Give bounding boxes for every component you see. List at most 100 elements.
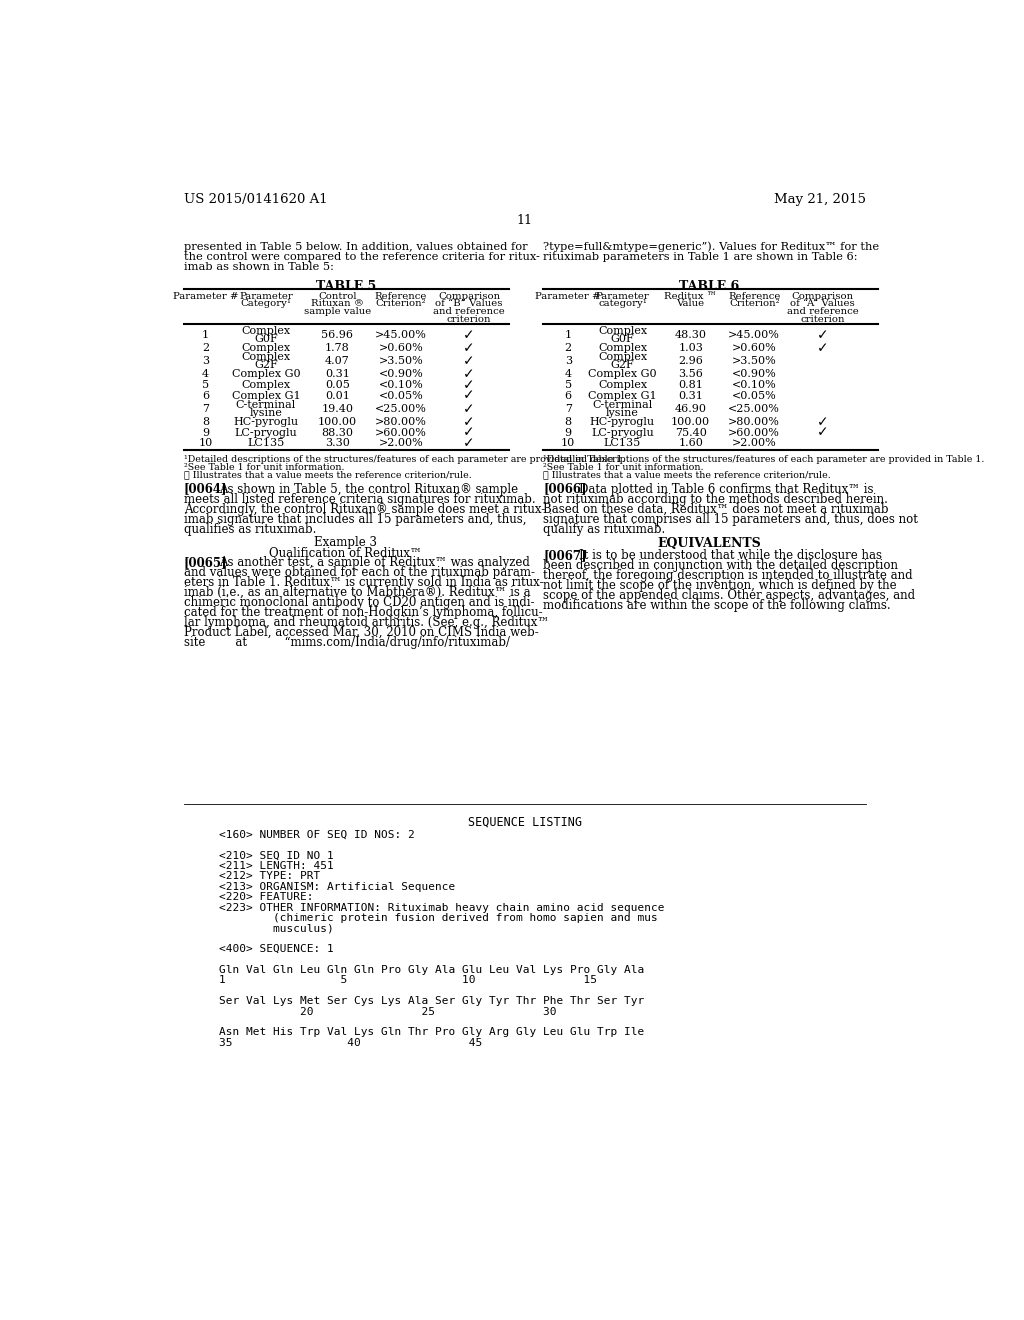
Text: 10: 10 bbox=[561, 438, 575, 449]
Text: not limit the scope of the invention, which is defined by the: not limit the scope of the invention, wh… bbox=[544, 579, 897, 591]
Text: of “A” Values: of “A” Values bbox=[791, 300, 855, 309]
Text: <210> SEQ ID NO 1: <210> SEQ ID NO 1 bbox=[219, 850, 334, 861]
Text: imab as shown in Table 5:: imab as shown in Table 5: bbox=[183, 263, 334, 272]
Text: 1                 5                 10                15: 1 5 10 15 bbox=[219, 975, 597, 985]
Text: May 21, 2015: May 21, 2015 bbox=[774, 193, 866, 206]
Text: 2: 2 bbox=[202, 343, 209, 352]
Text: Example 3: Example 3 bbox=[314, 536, 377, 549]
Text: category¹: category¹ bbox=[598, 300, 647, 309]
Text: ²See Table 1 for unit information.: ²See Table 1 for unit information. bbox=[544, 462, 703, 471]
Text: 0.01: 0.01 bbox=[325, 391, 349, 400]
Text: 1: 1 bbox=[202, 330, 209, 339]
Text: G2F: G2F bbox=[610, 360, 634, 370]
Text: Ser Val Lys Met Ser Cys Lys Ala Ser Gly Tyr Thr Phe Thr Ser Tyr: Ser Val Lys Met Ser Cys Lys Ala Ser Gly … bbox=[219, 997, 645, 1006]
Text: <0.90%: <0.90% bbox=[379, 370, 423, 379]
Text: 3: 3 bbox=[564, 356, 571, 366]
Text: <211> LENGTH: 451: <211> LENGTH: 451 bbox=[219, 861, 334, 871]
Text: eters in Table 1. Reditux™ is currently sold in India as ritux-: eters in Table 1. Reditux™ is currently … bbox=[183, 576, 544, 589]
Text: ¹Detailed descriptions of the structures/features of each parameter are provided: ¹Detailed descriptions of the structures… bbox=[183, 455, 626, 463]
Text: lar lymphoma, and rheumatoid arthritis. (See, e.g., Reditux™: lar lymphoma, and rheumatoid arthritis. … bbox=[183, 615, 549, 628]
Text: Complex: Complex bbox=[242, 326, 291, 335]
Text: Parameter: Parameter bbox=[596, 292, 649, 301]
Text: Control: Control bbox=[318, 292, 356, 301]
Text: [0064]: [0064] bbox=[183, 483, 227, 495]
Text: Complex: Complex bbox=[242, 380, 291, 389]
Text: not rituximab according to the methods described herein.: not rituximab according to the methods d… bbox=[544, 492, 888, 506]
Text: ✓: ✓ bbox=[463, 341, 475, 355]
Text: [0067]: [0067] bbox=[544, 549, 587, 562]
Text: >60.00%: >60.00% bbox=[375, 428, 427, 437]
Text: 48.30: 48.30 bbox=[675, 330, 707, 339]
Text: been described in conjunction with the detailed description: been described in conjunction with the d… bbox=[544, 558, 898, 572]
Text: qualify as rituximab.: qualify as rituximab. bbox=[544, 523, 666, 536]
Text: >0.60%: >0.60% bbox=[379, 343, 423, 352]
Text: ✓: ✓ bbox=[463, 425, 475, 440]
Text: C-terminal: C-terminal bbox=[236, 400, 296, 409]
Text: LC135: LC135 bbox=[248, 438, 285, 449]
Text: 6: 6 bbox=[564, 391, 571, 400]
Text: Gln Val Gln Leu Gln Gln Pro Gly Ala Glu Leu Val Lys Pro Gly Ala: Gln Val Gln Leu Gln Gln Pro Gly Ala Glu … bbox=[219, 965, 645, 975]
Text: TABLE 6: TABLE 6 bbox=[679, 280, 739, 293]
Text: Accordingly, the control Rituxan® sample does meet a ritux-: Accordingly, the control Rituxan® sample… bbox=[183, 503, 545, 516]
Text: >80.00%: >80.00% bbox=[728, 417, 780, 426]
Text: ✓: ✓ bbox=[463, 437, 475, 450]
Text: 20                25                30: 20 25 30 bbox=[219, 1007, 557, 1016]
Text: Complex G1: Complex G1 bbox=[231, 391, 300, 400]
Text: 4: 4 bbox=[564, 370, 571, 379]
Text: ?type=full&mtype=generic”). Values for Reditux™ for the: ?type=full&mtype=generic”). Values for R… bbox=[544, 242, 880, 252]
Text: 35                 40                45: 35 40 45 bbox=[219, 1038, 482, 1048]
Text: Value: Value bbox=[677, 300, 705, 309]
Text: criterion: criterion bbox=[800, 314, 845, 323]
Text: 5: 5 bbox=[564, 380, 571, 389]
Text: LC-pryoglu: LC-pryoglu bbox=[234, 428, 297, 437]
Text: chimeric monoclonal antibody to CD20 antigen and is indi-: chimeric monoclonal antibody to CD20 ant… bbox=[183, 595, 535, 609]
Text: 0.31: 0.31 bbox=[325, 370, 349, 379]
Text: Complex G1: Complex G1 bbox=[588, 391, 656, 400]
Text: scope of the appended claims. Other aspects, advantages, and: scope of the appended claims. Other aspe… bbox=[544, 589, 915, 602]
Text: rituximab parameters in Table 1 are shown in Table 6:: rituximab parameters in Table 1 are show… bbox=[544, 252, 858, 261]
Text: 8: 8 bbox=[202, 417, 209, 426]
Text: 3: 3 bbox=[202, 356, 209, 366]
Text: ✓: ✓ bbox=[463, 327, 475, 342]
Text: presented in Table 5 below. In addition, values obtained for: presented in Table 5 below. In addition,… bbox=[183, 242, 527, 252]
Text: SEQUENCE LISTING: SEQUENCE LISTING bbox=[468, 816, 582, 829]
Text: [0065]: [0065] bbox=[183, 556, 227, 569]
Text: imab signature that includes all 15 parameters and, thus,: imab signature that includes all 15 para… bbox=[183, 512, 526, 525]
Text: 10: 10 bbox=[199, 438, 213, 449]
Text: >45.00%: >45.00% bbox=[728, 330, 780, 339]
Text: C-terminal: C-terminal bbox=[592, 400, 652, 409]
Text: 11: 11 bbox=[517, 214, 532, 227]
Text: EQUIVALENTS: EQUIVALENTS bbox=[657, 537, 761, 550]
Text: Comparison: Comparison bbox=[792, 292, 853, 301]
Text: ✓: ✓ bbox=[816, 414, 828, 429]
Text: <212> TYPE: PRT: <212> TYPE: PRT bbox=[219, 871, 321, 882]
Text: the control were compared to the reference criteria for ritux-: the control were compared to the referen… bbox=[183, 252, 540, 261]
Text: ✓: ✓ bbox=[463, 354, 475, 368]
Text: <213> ORGANISM: Artificial Sequence: <213> ORGANISM: Artificial Sequence bbox=[219, 882, 456, 892]
Text: 1.60: 1.60 bbox=[678, 438, 703, 449]
Text: 1.03: 1.03 bbox=[678, 343, 703, 352]
Text: Parameter: Parameter bbox=[239, 292, 293, 301]
Text: ✓: ✓ bbox=[816, 327, 828, 342]
Text: Complex G0: Complex G0 bbox=[231, 370, 300, 379]
Text: [0066]: [0066] bbox=[544, 483, 587, 495]
Text: <223> OTHER INFORMATION: Rituximab heavy chain amino acid sequence: <223> OTHER INFORMATION: Rituximab heavy… bbox=[219, 903, 665, 912]
Text: and reference: and reference bbox=[433, 308, 505, 315]
Text: <0.05%: <0.05% bbox=[732, 391, 776, 400]
Text: ¹Detailed descriptions of the structures/features of each parameter are provided: ¹Detailed descriptions of the structures… bbox=[544, 455, 985, 463]
Text: 4.07: 4.07 bbox=[325, 356, 349, 366]
Text: HC-pyroglu: HC-pyroglu bbox=[233, 417, 299, 426]
Text: ✓: ✓ bbox=[816, 341, 828, 355]
Text: thereof, the foregoing description is intended to illustrate and: thereof, the foregoing description is in… bbox=[544, 569, 913, 582]
Text: Complex G0: Complex G0 bbox=[588, 370, 656, 379]
Text: >80.00%: >80.00% bbox=[375, 417, 427, 426]
Text: G2F: G2F bbox=[254, 360, 278, 370]
Text: lysine: lysine bbox=[250, 408, 283, 417]
Text: >2.00%: >2.00% bbox=[379, 438, 423, 449]
Text: 100.00: 100.00 bbox=[317, 417, 356, 426]
Text: >0.60%: >0.60% bbox=[732, 343, 776, 352]
Text: Product Label, accessed Mar. 30, 2010 on CIMS India web-: Product Label, accessed Mar. 30, 2010 on… bbox=[183, 626, 539, 639]
Text: 19.40: 19.40 bbox=[322, 404, 353, 413]
Text: Complex: Complex bbox=[242, 343, 291, 352]
Text: <0.05%: <0.05% bbox=[379, 391, 423, 400]
